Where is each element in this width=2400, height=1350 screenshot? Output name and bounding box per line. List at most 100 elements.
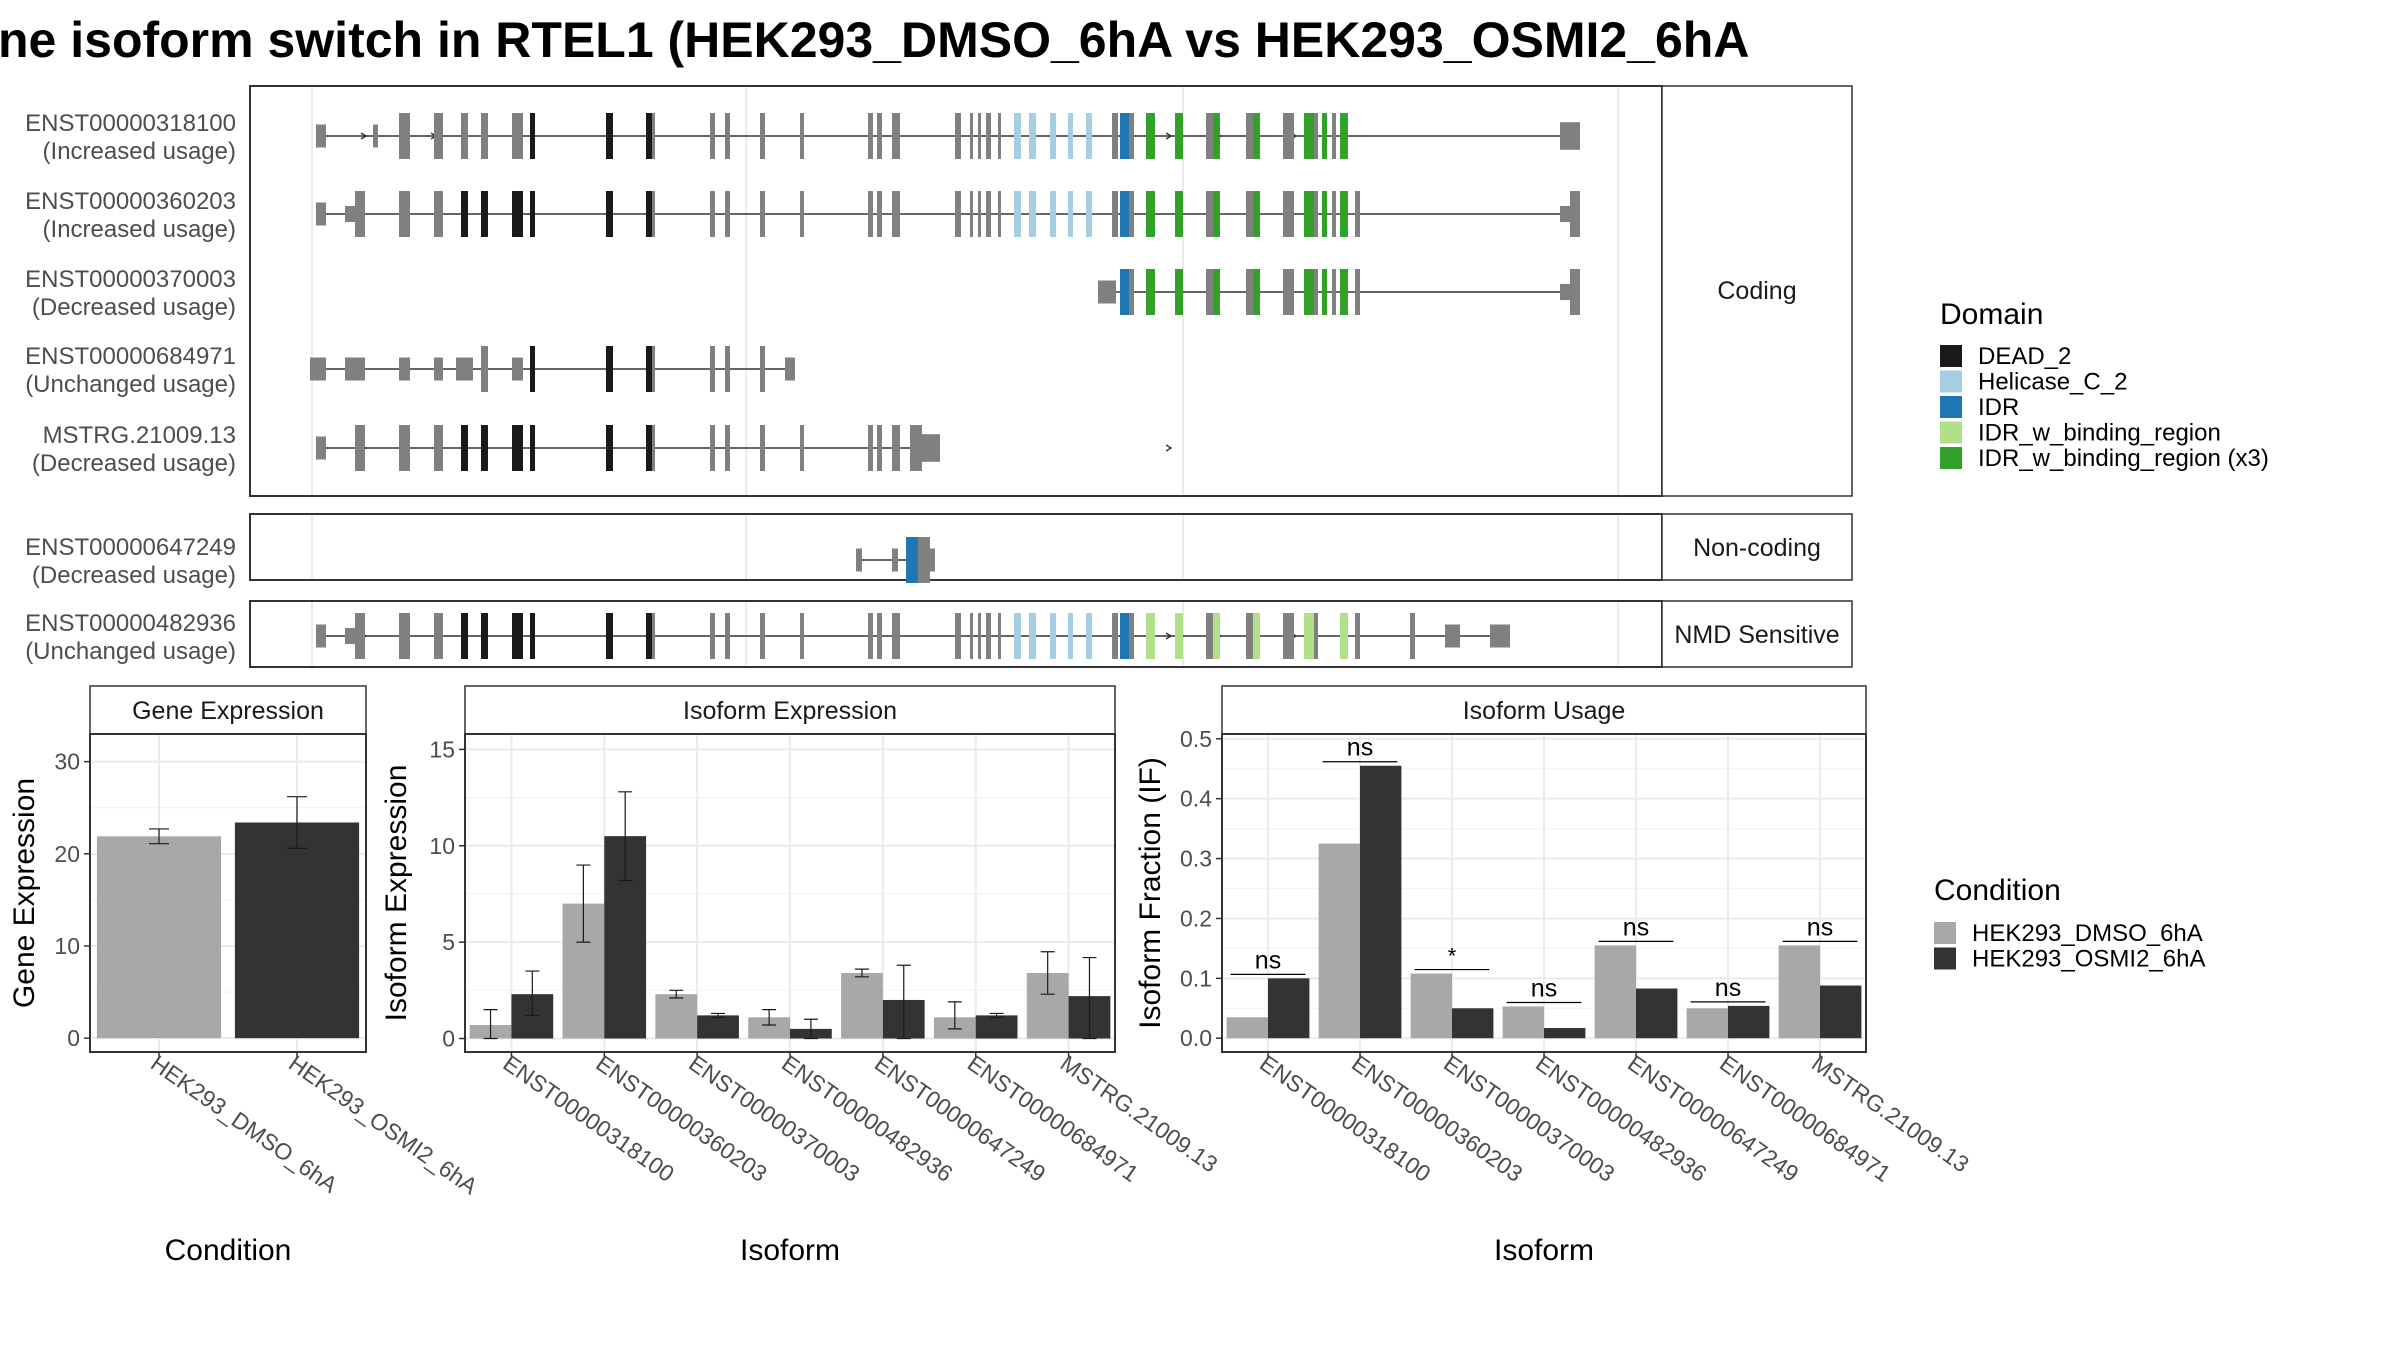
exon-block	[930, 548, 935, 572]
y-tick-label: 30	[54, 749, 80, 775]
x-tick-label: ENST00000684971	[1715, 1050, 1895, 1187]
x-tick-label: ENST00000647249	[1623, 1050, 1803, 1187]
exon-block	[316, 124, 326, 148]
exon-block	[868, 613, 873, 659]
domain-block	[1068, 613, 1073, 659]
domain-block	[530, 346, 535, 392]
isoform-track	[316, 113, 1580, 159]
bars	[96, 796, 360, 1039]
domain-block	[646, 191, 652, 237]
domain-block	[646, 613, 652, 659]
exon-block	[399, 425, 410, 471]
exon-block	[1355, 269, 1360, 315]
domain-legend-title: Domain	[1940, 298, 2043, 331]
exon-block	[434, 357, 443, 381]
exon-block	[456, 357, 473, 381]
exon-block	[800, 113, 804, 159]
x-tick-label: ENST00000360203	[591, 1050, 771, 1187]
exon-block	[652, 425, 655, 471]
exon-block	[725, 425, 730, 471]
exon-block	[892, 425, 900, 471]
error-bar	[618, 791, 633, 882]
domain-block	[1029, 191, 1036, 237]
isoform-id-label: ENST00000482936	[25, 610, 236, 637]
x-axis-title: Isoform	[1494, 1234, 1594, 1267]
error-bar	[287, 796, 307, 849]
bar-HEK293_DMSO_6hA	[1686, 1008, 1728, 1039]
exon-block	[1355, 613, 1360, 659]
domain-block	[1146, 613, 1155, 659]
domain-block	[481, 191, 488, 237]
panel-strip	[1221, 685, 1867, 735]
plot-title: ne isoform switch in RTEL1 (HEK293_DMSO_…	[0, 12, 1749, 68]
domain-block	[1253, 191, 1260, 237]
exon-block	[800, 613, 804, 659]
domain-block	[1146, 269, 1155, 315]
strip-label-nmd: NMD Sensitive	[1674, 621, 1839, 649]
x-tick-label: ENST00000318100	[1255, 1050, 1435, 1187]
exon-block	[760, 613, 765, 659]
bar-HEK293_OSMI2_6hA	[1452, 1008, 1494, 1039]
exon-block	[1246, 191, 1253, 237]
exon-block	[1314, 191, 1318, 237]
domain-block	[1304, 613, 1314, 659]
significance-label: ns	[1623, 913, 1649, 941]
isoform-track	[310, 346, 795, 392]
exon-block	[1490, 624, 1510, 648]
exon-block	[922, 434, 940, 462]
bar-HEK293_DMSO_6hA	[748, 1017, 790, 1039]
strand-arrow	[1165, 632, 1173, 640]
panel-strip	[89, 685, 367, 735]
exon-block	[1355, 191, 1360, 237]
error-bar	[711, 1012, 726, 1018]
strand-arrow	[360, 132, 368, 140]
domain-block	[1120, 613, 1129, 659]
exon-block	[760, 113, 765, 159]
domain-block	[481, 425, 488, 471]
exon-block	[725, 346, 730, 392]
exon-block	[1283, 191, 1294, 237]
domain-legend-swatch	[1940, 345, 1962, 367]
exon-block	[1129, 269, 1134, 315]
structure-panel: Coding Non-coding NMD Sensitive ENST0000…	[25, 85, 1853, 668]
exon-block	[1332, 113, 1336, 159]
domain-block	[606, 613, 613, 659]
y-tick-label: 0.0	[1180, 1025, 1212, 1051]
y-tick-label: 0.1	[1180, 965, 1212, 991]
bar-HEK293_DMSO_6hA	[1502, 1006, 1544, 1039]
domain-block	[606, 425, 613, 471]
y-tick-label: 10	[429, 833, 455, 859]
domain-block	[1050, 191, 1056, 237]
isoform-id-label: ENST00000370003	[25, 266, 236, 293]
isoform-usage-panel: Isoform Usage0.00.10.20.30.40.5nsns*nsns…	[1134, 685, 1974, 1267]
error-bar	[669, 989, 684, 999]
domain-block	[1213, 191, 1220, 237]
exon-block	[355, 191, 365, 237]
bar-HEK293_OSMI2_6hA	[1268, 978, 1310, 1039]
domain-block	[1146, 191, 1155, 237]
domain-block	[606, 113, 613, 159]
domain-block	[512, 191, 523, 237]
bar-HEK293_OSMI2_6hA	[234, 822, 360, 1039]
error-bar	[989, 1012, 1004, 1018]
isoform-id-label: ENST00000318100	[25, 110, 236, 137]
domain-block	[1340, 113, 1348, 159]
domain-legend-items: DEAD_2Helicase_C_2IDRIDR_w_binding_regio…	[1940, 343, 2269, 472]
domain-block	[906, 537, 918, 583]
domain-legend-swatch	[1940, 370, 1962, 393]
exon-block	[1560, 122, 1580, 150]
exon-block	[998, 113, 1001, 159]
bars: ns ns * ns ns ns ns	[1226, 734, 1862, 1039]
domain-block	[606, 191, 613, 237]
domain-block	[646, 346, 652, 392]
bar-HEK293_OSMI2_6hA	[1636, 988, 1678, 1039]
x-tick-label: ENST00000360203	[1347, 1050, 1527, 1187]
exon-block	[892, 191, 900, 237]
exon-block	[856, 548, 862, 572]
bar-HEK293_DMSO_6hA	[655, 994, 698, 1039]
condition-legend-swatch	[1934, 947, 1956, 970]
exon-block	[652, 191, 655, 237]
exon-block	[1206, 269, 1213, 315]
exon-block	[868, 425, 873, 471]
